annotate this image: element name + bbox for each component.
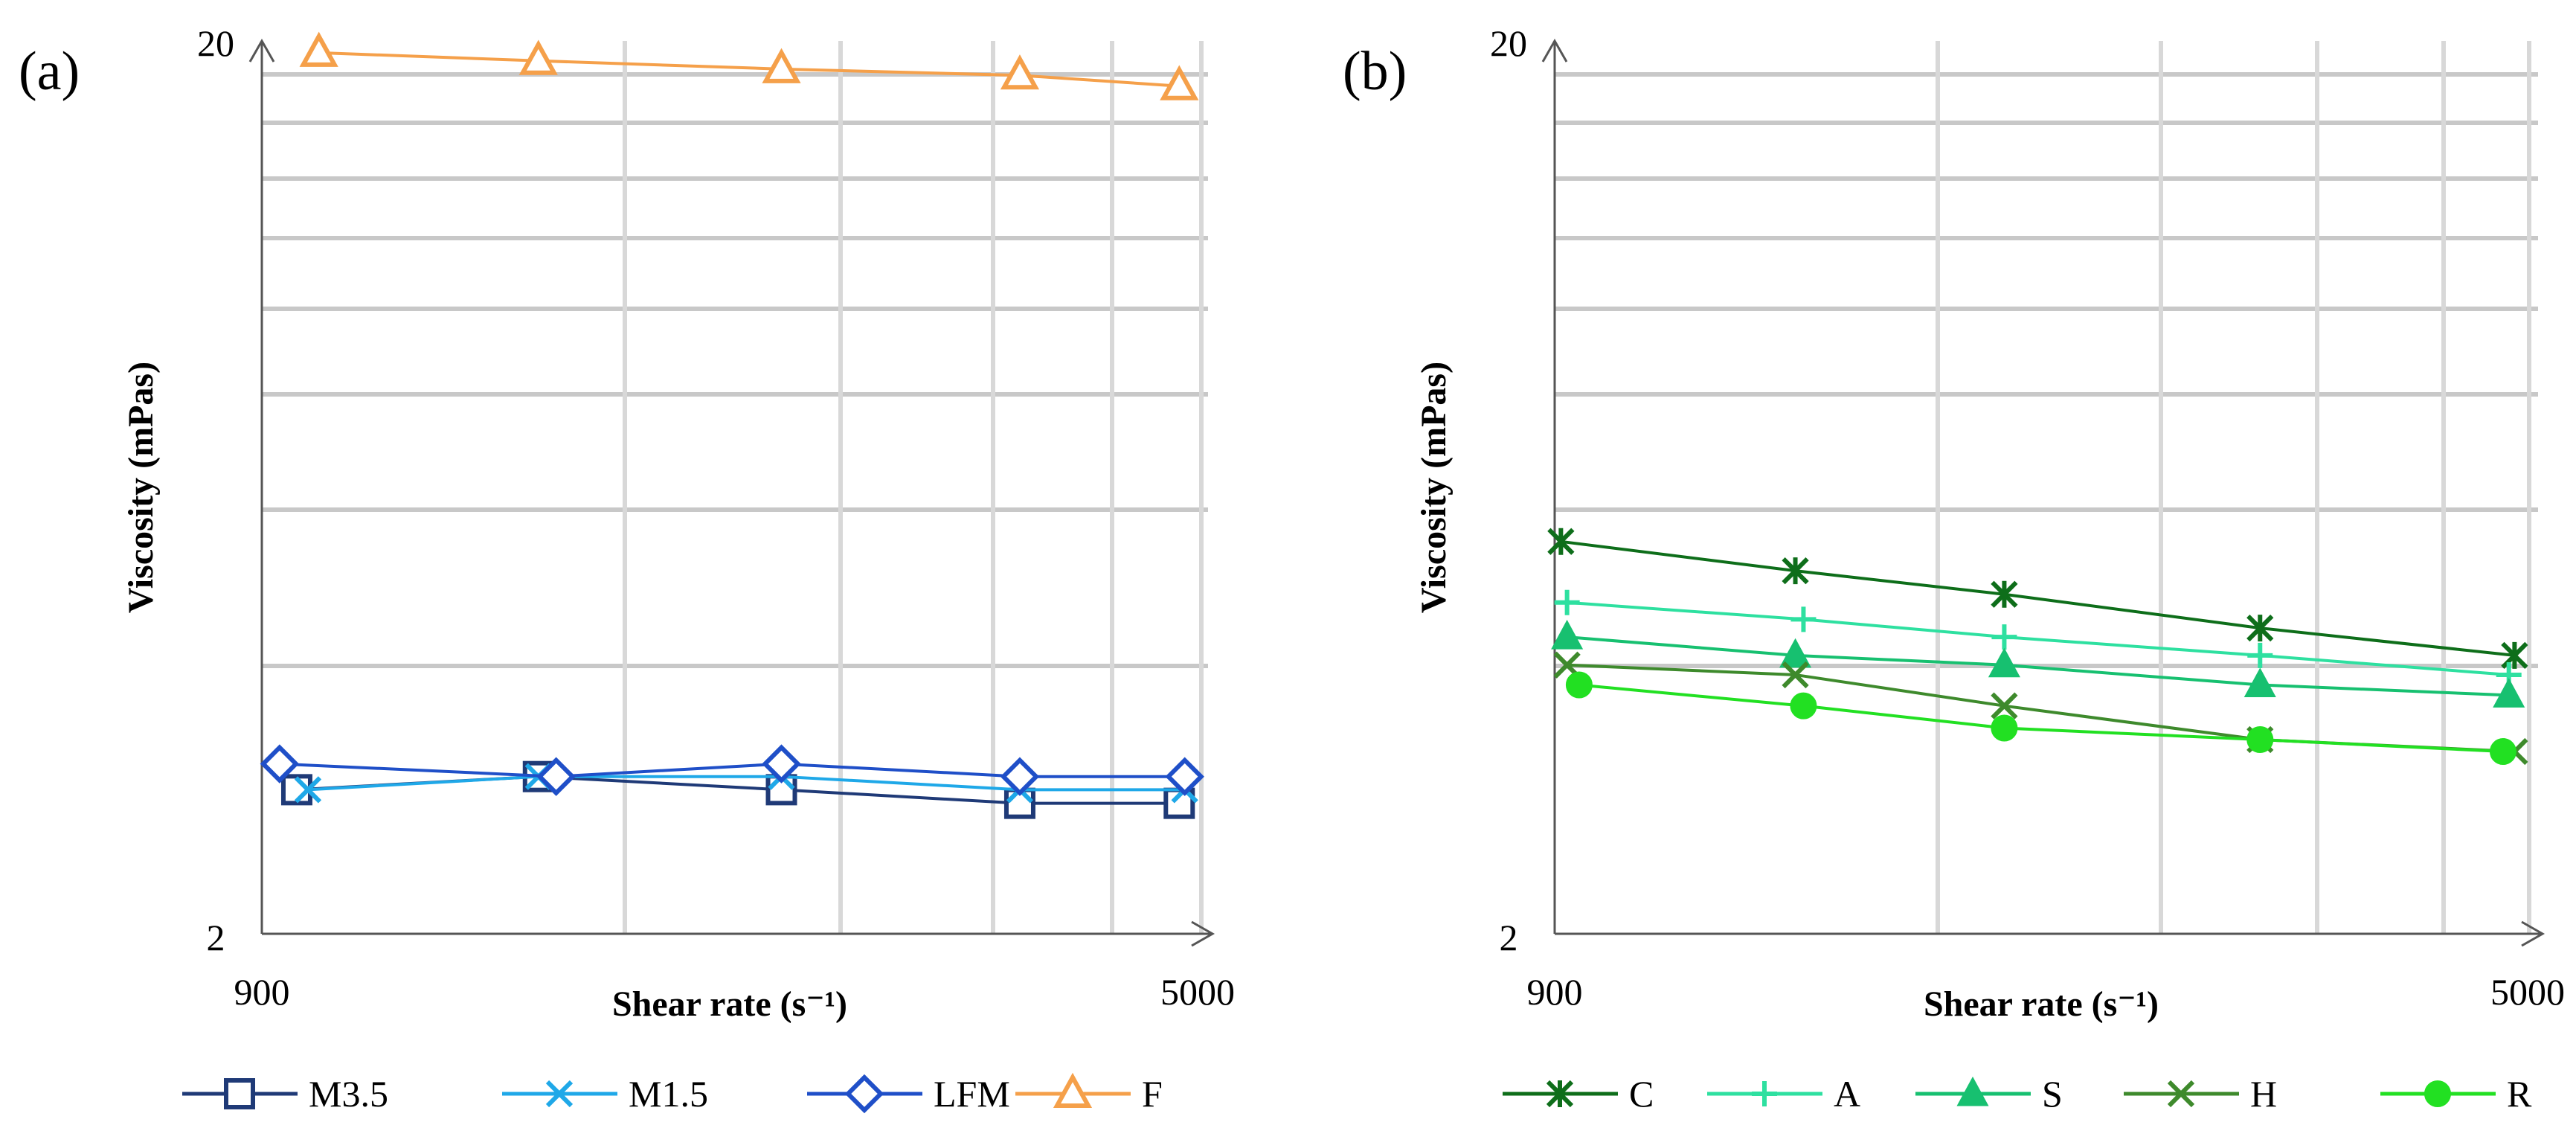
x-axis-arrow-icon <box>2521 920 2546 947</box>
legend-label: LFM <box>934 1073 1010 1115</box>
x-axis-title: Shear rate (s⁻¹) <box>612 984 847 1024</box>
series-line <box>318 51 1180 88</box>
legend-label: S <box>2042 1073 2063 1115</box>
data-point <box>1547 528 1575 555</box>
legend-marker-icon <box>844 1074 884 1114</box>
gridlines <box>262 41 1208 934</box>
legend-marker-icon <box>1053 1072 1093 1108</box>
data-point <box>1000 54 1040 90</box>
axes <box>248 38 1215 947</box>
legend-item: M3.5 <box>182 1073 388 1115</box>
data-point <box>1000 757 1040 796</box>
data-point <box>1551 619 1584 650</box>
x-axis-title: Shear rate (s⁻¹) <box>1924 984 2159 1024</box>
data-point <box>1160 65 1199 100</box>
legend-marker-icon <box>1956 1076 1989 1106</box>
data-point <box>1779 638 1812 668</box>
y-tick-label: 2 <box>1500 917 1518 958</box>
y-axis-title: Viscosity (mPas) <box>1414 362 1454 613</box>
legend-marker-icon <box>2424 1080 2451 1107</box>
data-point <box>536 757 576 796</box>
legend-label: F <box>1142 1073 1163 1115</box>
axes <box>1541 38 2546 947</box>
data-point <box>2489 738 2516 766</box>
series-line <box>1567 663 2515 754</box>
legend-label: M1.5 <box>629 1073 708 1115</box>
legend-item: C <box>1503 1073 1654 1115</box>
data-point <box>1782 661 1809 689</box>
y-tick-label: 20 <box>1490 22 1527 64</box>
series-lfm <box>260 744 1204 796</box>
data-point <box>518 39 558 75</box>
data-point <box>1991 692 2018 720</box>
legend-label: A <box>1834 1073 1860 1115</box>
gridlines <box>1555 41 2538 934</box>
series-c <box>1547 528 2528 670</box>
y-tick-label: 2 <box>207 917 225 958</box>
panel-label: (a) <box>19 41 80 102</box>
data-point <box>2246 614 2274 642</box>
legend-item: F <box>1015 1072 1163 1115</box>
panel-label: (b) <box>1343 41 1407 102</box>
data-point <box>2246 726 2274 754</box>
y-axis-arrow-icon <box>248 38 275 63</box>
data-point <box>1565 671 1593 699</box>
legend-marker-icon <box>1752 1081 1777 1106</box>
legend-item: A <box>1707 1073 1860 1115</box>
x-tick-label: 5000 <box>2490 971 2565 1013</box>
data-point <box>1554 589 1580 615</box>
data-point <box>1988 647 2020 678</box>
legend-label: C <box>1629 1073 1654 1115</box>
legend-marker-icon <box>1546 1080 1574 1108</box>
x-tick-label: 900 <box>234 971 290 1013</box>
data-point <box>2247 642 2273 668</box>
x-axis-arrow-icon <box>1191 920 1215 947</box>
series-line <box>1578 683 2504 754</box>
data-point <box>1165 757 1204 796</box>
legend-marker-icon <box>545 1080 574 1108</box>
series-a <box>1554 589 2522 688</box>
y-tick-label: 20 <box>197 22 234 64</box>
data-point <box>260 744 300 783</box>
legend-item: LFM <box>807 1073 1010 1115</box>
y-axis-title: Viscosity (mPas) <box>121 362 161 613</box>
data-point <box>2243 667 2276 697</box>
legend-marker-icon <box>224 1078 255 1109</box>
data-point <box>1991 580 2018 608</box>
legend-label: M3.5 <box>309 1073 388 1115</box>
data-point <box>762 744 801 783</box>
legend-item: H <box>2124 1073 2277 1115</box>
data-point <box>2493 678 2525 708</box>
x-tick-label: 5000 <box>1160 971 1235 1013</box>
legend-item: S <box>1915 1073 2063 1115</box>
x-tick-label: 900 <box>1527 971 1583 1013</box>
data-point <box>762 48 801 83</box>
data-point <box>299 31 338 67</box>
series-f <box>299 31 1199 100</box>
series-s <box>1551 619 2525 708</box>
data-point <box>1790 692 1817 720</box>
series-r <box>1565 671 2516 766</box>
y-axis-arrow-icon <box>1541 38 1568 63</box>
data-point <box>1790 606 1817 632</box>
legend-marker-icon <box>2167 1080 2195 1108</box>
legend-label: R <box>2507 1073 2532 1115</box>
series-line <box>279 762 1185 778</box>
legend-item: M1.5 <box>502 1073 708 1115</box>
legend-item: R <box>2380 1073 2532 1115</box>
data-point <box>1991 714 2018 742</box>
data-point <box>294 776 322 804</box>
legend-label: H <box>2250 1073 2277 1115</box>
data-point <box>1782 557 1809 585</box>
data-point <box>1991 624 2017 650</box>
